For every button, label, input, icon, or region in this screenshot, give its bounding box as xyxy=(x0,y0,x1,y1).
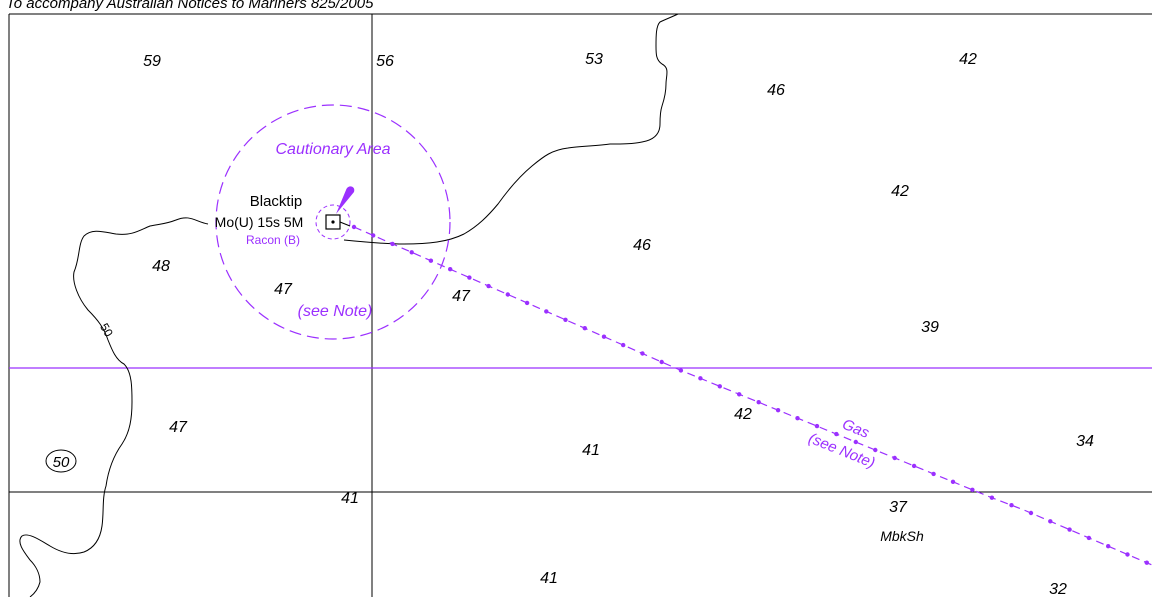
pipeline-marker xyxy=(601,334,607,339)
pipeline-marker xyxy=(486,283,491,289)
pipeline-marker xyxy=(1009,503,1014,508)
depth-sounding: 53 xyxy=(585,51,603,68)
depth-sounding: 34 xyxy=(1076,433,1094,450)
pipeline-marker xyxy=(989,495,995,500)
pipeline-marker xyxy=(621,342,626,348)
pipeline-marker xyxy=(717,384,722,389)
chart-header: To accompany Australian Notices to Marin… xyxy=(6,0,374,12)
pipeline-marker xyxy=(814,423,820,429)
gas-pipeline-markers xyxy=(351,224,1150,565)
pipeline-marker xyxy=(892,455,897,461)
pipeline-marker xyxy=(756,400,761,405)
pipeline-marker xyxy=(351,224,357,230)
depth-sounding: 41 xyxy=(582,442,600,459)
pipeline-marker xyxy=(737,392,742,397)
pipeline-marker xyxy=(795,416,800,421)
depth-sounding: 39 xyxy=(921,319,939,336)
pipeline-marker xyxy=(390,241,395,247)
pipeline-marker xyxy=(563,317,568,322)
cautionary-area-title: Cautionary Area xyxy=(275,141,390,158)
light-characteristic: Mo(U) 15s 5M xyxy=(215,214,304,230)
depth-sounding: 48 xyxy=(152,258,170,275)
pipeline-marker xyxy=(698,376,703,381)
depth-sounding: 59 xyxy=(143,53,161,70)
pipeline-marker xyxy=(428,258,434,263)
pipeline-marker xyxy=(659,359,664,365)
pipeline-marker xyxy=(678,368,684,373)
pipeline-marker xyxy=(1125,552,1130,557)
pipeline-marker xyxy=(1144,560,1150,565)
pipeline-marker xyxy=(371,233,376,238)
pipeline-marker xyxy=(1028,510,1034,516)
depth-sounding: 47 xyxy=(169,419,188,436)
pipeline-marker xyxy=(1067,527,1072,532)
pipeline-marker xyxy=(1048,519,1053,524)
pipeline-marker xyxy=(448,267,453,272)
depth-sounding: 46 xyxy=(633,237,651,254)
depth-contour-50-north xyxy=(343,13,679,245)
pipeline-marker xyxy=(950,479,956,484)
contour-label: 50 xyxy=(97,321,116,340)
pipeline-marker xyxy=(970,487,975,492)
pipeline-marker xyxy=(931,471,936,477)
depth-sounding: 47 xyxy=(452,288,471,305)
pipeline-label: Gas xyxy=(840,416,872,442)
racon-ring xyxy=(315,204,351,240)
pipeline-marker xyxy=(775,408,781,413)
pipeline-marker xyxy=(853,439,858,445)
light-name: Blacktip xyxy=(250,193,303,210)
pipeline-marker xyxy=(1086,535,1092,541)
depth-sounding: 41 xyxy=(341,490,359,507)
pipeline-marker xyxy=(834,431,839,437)
light-position-dot xyxy=(331,220,335,224)
depth-sounding: 42 xyxy=(734,406,752,423)
pipeline-marker xyxy=(467,275,472,280)
pipeline-marker xyxy=(582,326,587,331)
depth-sounding: 32 xyxy=(1049,581,1067,597)
depth-sounding: 41 xyxy=(540,570,558,587)
depth-sounding: 56 xyxy=(376,53,394,70)
circled-sounding-ring xyxy=(45,449,77,473)
circled-sounding: 50 xyxy=(53,454,70,471)
light-flare-icon xyxy=(336,186,355,214)
depth-sounding: 46 xyxy=(767,82,785,99)
pipeline-marker xyxy=(640,351,645,356)
depth-sounding: 42 xyxy=(959,51,977,68)
depth-sounding: 42 xyxy=(891,183,909,200)
pipeline-marker xyxy=(409,250,414,255)
depth-contour-50 xyxy=(19,217,209,597)
cautionary-area-circle xyxy=(215,104,451,340)
pipeline-marker xyxy=(873,447,878,453)
depth-sounding: 47 xyxy=(274,281,293,298)
seabed-quality: MbkSh xyxy=(880,528,924,544)
depth-sounding: 37 xyxy=(889,499,908,516)
structure-leader xyxy=(339,221,351,227)
pipeline-marker xyxy=(911,463,917,469)
pipeline-marker xyxy=(544,309,549,314)
racon-label: Racon (B) xyxy=(246,233,300,247)
cautionary-area-note: (see Note) xyxy=(298,303,373,320)
pipeline-marker xyxy=(524,300,530,306)
pipeline-marker xyxy=(505,292,510,297)
pipeline-marker xyxy=(1106,544,1111,549)
